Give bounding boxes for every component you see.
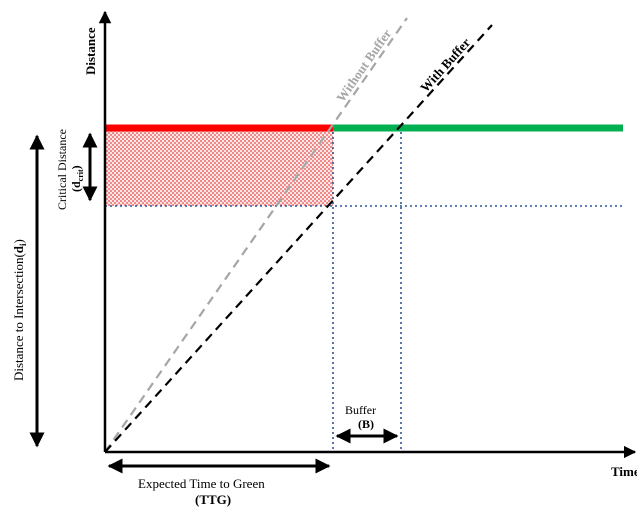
critical-zone-hatch xyxy=(105,128,333,206)
ttg-symbol: (TTG) xyxy=(195,492,231,507)
without-buffer-label: Without Buffer xyxy=(333,26,394,105)
x-axis-label: Time xyxy=(611,464,637,479)
distance-to-intersection-label: Distance to Intersection(di) xyxy=(11,239,28,381)
buffer-symbol: (B) xyxy=(358,417,374,431)
critical-distance-label: Critical Distance xyxy=(55,129,69,210)
critical-distance-symbol: (dcrit) xyxy=(69,165,85,192)
with-buffer-label: With Buffer xyxy=(417,35,473,95)
with-buffer-line xyxy=(104,24,493,453)
y-axis-label: Distance xyxy=(83,27,98,75)
buffer-label: Buffer xyxy=(345,403,376,417)
ttg-label: Expected Time to Green xyxy=(138,476,265,491)
without-buffer-line xyxy=(104,17,408,453)
